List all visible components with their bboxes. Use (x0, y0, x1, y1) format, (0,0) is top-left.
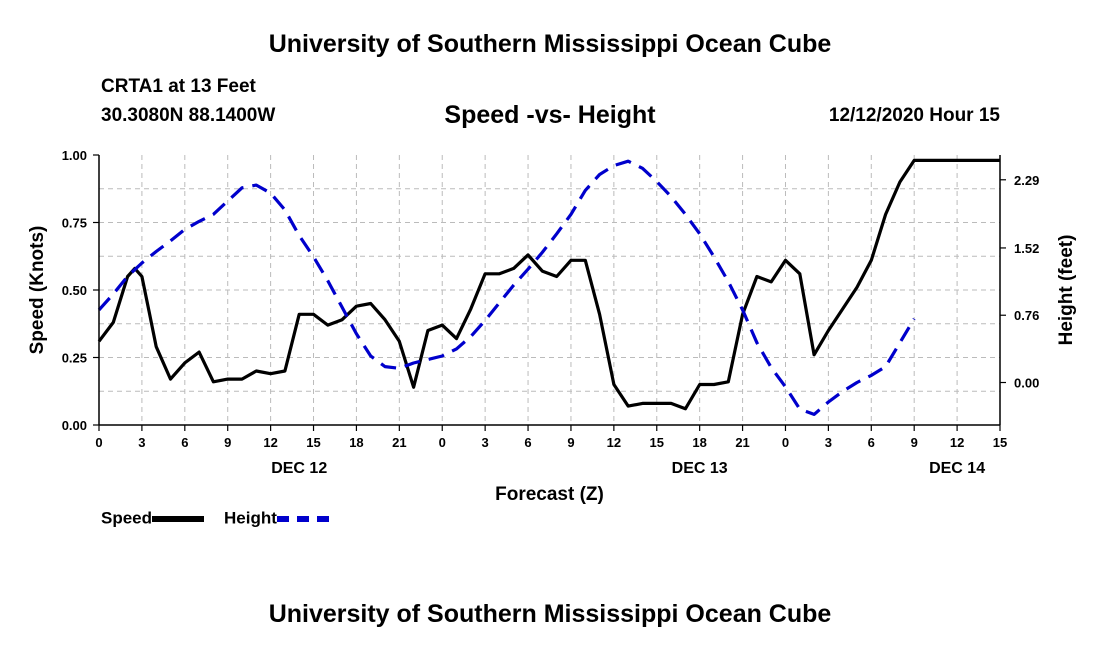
x-tick-label: 6 (524, 435, 531, 450)
x-tick-label: 3 (138, 435, 145, 450)
series-layer (97, 158, 1000, 416)
y2-tick-label: 0.76 (1014, 308, 1039, 323)
x-tick-label: 15 (306, 435, 320, 450)
y2-tick-label: 0.00 (1014, 376, 1039, 391)
x-tick-label: 9 (567, 435, 574, 450)
x-tick-label: 21 (392, 435, 406, 450)
legend-height-line (276, 515, 329, 522)
x-tick-label: 18 (349, 435, 363, 450)
x-tick-label: 3 (825, 435, 832, 450)
y2-tick-label: 1.52 (1014, 241, 1039, 256)
legend: Speed Height (101, 508, 349, 529)
x-tick-label: 0 (439, 435, 446, 450)
x-tick-label: 12 (950, 435, 964, 450)
x-tick-label: 3 (482, 435, 489, 450)
height-series-line (97, 159, 916, 416)
legend-speed-line (152, 515, 205, 522)
coordinates-label: 30.3080N 88.1400W (101, 105, 276, 126)
page-title: University of Southern Mississippi Ocean… (268, 30, 832, 58)
x-tick-label: 21 (735, 435, 749, 450)
x-tick-label: 18 (692, 435, 706, 450)
legend-height-label: Height (224, 508, 277, 528)
speed-series-line (97, 158, 1000, 411)
x-tick-label: 6 (181, 435, 188, 450)
day-label: DEC 14 (929, 460, 985, 477)
x-tick-label: 0 (782, 435, 789, 450)
station-label: CRTA1 at 13 Feet (101, 76, 256, 97)
y-tick-label: 0.50 (62, 283, 87, 298)
x-tick-label: 12 (263, 435, 277, 450)
y-tick-label: 0.00 (62, 418, 87, 433)
x-tick-label: 15 (650, 435, 664, 450)
y-tick-label: 0.75 (62, 216, 87, 231)
chart-title: Speed -vs- Height (444, 101, 656, 129)
day-label: DEC 13 (672, 460, 728, 477)
footer-title: University of Southern Mississippi Ocean… (268, 600, 832, 628)
x-tick-label: 9 (224, 435, 231, 450)
x-tick-label: 15 (993, 435, 1007, 450)
y2-tick-label: 2.29 (1014, 173, 1039, 188)
day-label: DEC 12 (271, 460, 327, 477)
axis-labels: 0 3 6 9 12 15 18 21 0 3 6 9 12 15 18 21 0 3 6 9 12 15 0.00 0.25… (27, 148, 1077, 505)
y-tick-label: 0.25 (62, 351, 87, 366)
x-tick-label: 9 (911, 435, 918, 450)
date-label: 12/12/2020 Hour 15 (828, 105, 1000, 126)
x-tick-label: 6 (868, 435, 875, 450)
x-tick-label: 0 (95, 435, 102, 450)
y-tick-label: 1.00 (62, 148, 87, 163)
x-tick-label: 12 (607, 435, 621, 450)
legend-speed-label: Speed (101, 508, 153, 528)
axes (93, 154, 1006, 431)
x-axis-title: Forecast (Z) (495, 484, 604, 505)
y2-axis-title: Height (feet) (1056, 235, 1077, 346)
y-axis-title: Speed (Knots) (27, 226, 48, 355)
